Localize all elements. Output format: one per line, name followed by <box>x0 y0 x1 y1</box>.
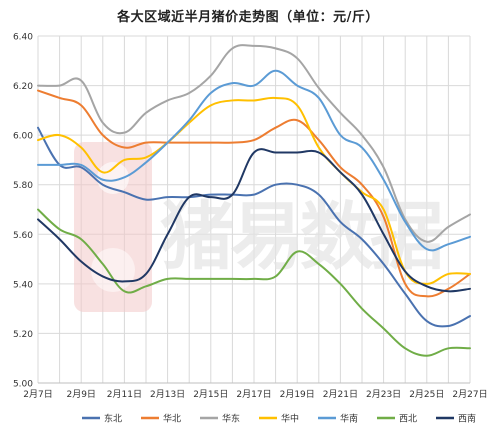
x-tick-label: 2月23日 <box>366 389 401 400</box>
y-tick-label: 5.00 <box>13 380 33 390</box>
y-tick-label: 5.80 <box>13 181 33 191</box>
series-line-3 <box>37 44 471 243</box>
legend-label: 西北 <box>399 414 417 425</box>
watermark-logo-circle <box>91 248 135 292</box>
series-line-6 <box>37 208 471 357</box>
chart-title: 各大区域近半月猪价走势图（单位：元/斤） <box>117 10 379 25</box>
x-tick-label: 2月7日 <box>23 389 52 400</box>
x-tick-label: 2月17日 <box>236 389 271 400</box>
x-tick-label: 2月25日 <box>409 389 444 400</box>
series-line-1 <box>37 126 471 328</box>
y-tick-label: 6.40 <box>13 33 33 43</box>
y-tick-label: 5.60 <box>13 231 33 241</box>
y-tick-label: 6.00 <box>13 132 33 142</box>
series-line-2 <box>37 89 471 298</box>
x-tick-label: 2月15日 <box>193 389 228 400</box>
x-tick-label: 2月19日 <box>280 389 315 400</box>
legend: 东北 华北 华东 华中 华南 西北 西南 <box>82 413 476 425</box>
x-tick-label: 2月11日 <box>107 389 142 400</box>
watermark-text: 猪易数据 <box>160 194 443 280</box>
x-tick-label: 2月21日 <box>323 389 358 400</box>
series-line-7 <box>37 148 471 293</box>
x-tick-label: 2月9日 <box>66 389 95 400</box>
y-tick-label: 5.20 <box>13 330 33 340</box>
series-line-4 <box>37 96 471 285</box>
x-tick-label: 2月13日 <box>150 389 185 400</box>
y-tick-label: 6.20 <box>13 82 33 92</box>
series-line-5 <box>37 69 471 252</box>
legend-label: 东北 <box>104 413 122 425</box>
x-tick-label: 2月27日 <box>452 389 487 400</box>
legend-label: 华东 <box>222 413 240 425</box>
legend-label: 华北 <box>163 413 181 425</box>
legend-label: 西南 <box>458 413 476 425</box>
legend-label: 华中 <box>281 413 299 425</box>
series-lines <box>37 44 471 357</box>
legend-label: 华南 <box>340 413 358 425</box>
axes: 5.00 5.20 5.40 5.60 5.80 6.00 6.20 6.40 2月7日 2月9日… <box>13 33 488 401</box>
y-tick-label: 5.40 <box>13 280 33 290</box>
